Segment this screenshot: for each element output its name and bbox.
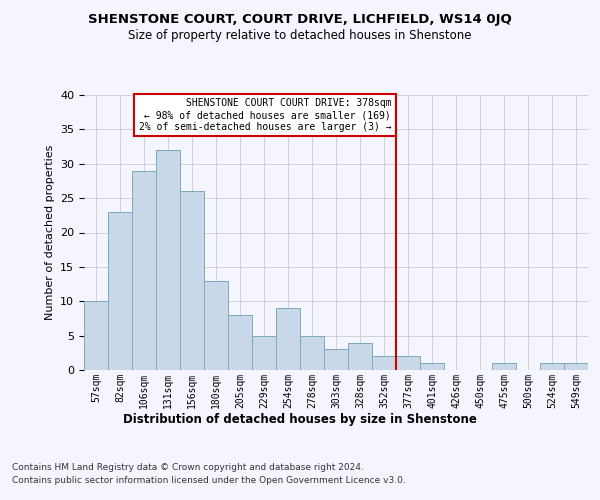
Y-axis label: Number of detached properties: Number of detached properties — [44, 145, 55, 320]
Bar — [540, 363, 564, 370]
Text: Contains HM Land Registry data © Crown copyright and database right 2024.: Contains HM Land Registry data © Crown c… — [12, 462, 364, 471]
Bar — [420, 363, 444, 370]
Bar — [372, 356, 396, 370]
Bar — [108, 212, 132, 370]
Bar — [564, 363, 588, 370]
Text: Distribution of detached houses by size in Shenstone: Distribution of detached houses by size … — [123, 412, 477, 426]
Bar — [228, 315, 252, 370]
Bar — [492, 363, 516, 370]
Bar — [276, 308, 300, 370]
Bar — [252, 336, 276, 370]
Bar — [84, 301, 108, 370]
Text: SHENSTONE COURT, COURT DRIVE, LICHFIELD, WS14 0JQ: SHENSTONE COURT, COURT DRIVE, LICHFIELD,… — [88, 12, 512, 26]
Text: Contains public sector information licensed under the Open Government Licence v3: Contains public sector information licen… — [12, 476, 406, 485]
Bar — [324, 350, 348, 370]
Bar — [348, 342, 372, 370]
Text: Size of property relative to detached houses in Shenstone: Size of property relative to detached ho… — [128, 29, 472, 42]
Bar — [300, 336, 324, 370]
Bar — [180, 191, 204, 370]
Bar — [156, 150, 180, 370]
Bar — [132, 170, 156, 370]
Bar — [204, 280, 228, 370]
Text: SHENSTONE COURT COURT DRIVE: 378sqm
← 98% of detached houses are smaller (169)
2: SHENSTONE COURT COURT DRIVE: 378sqm ← 98… — [139, 98, 391, 132]
Bar — [396, 356, 420, 370]
